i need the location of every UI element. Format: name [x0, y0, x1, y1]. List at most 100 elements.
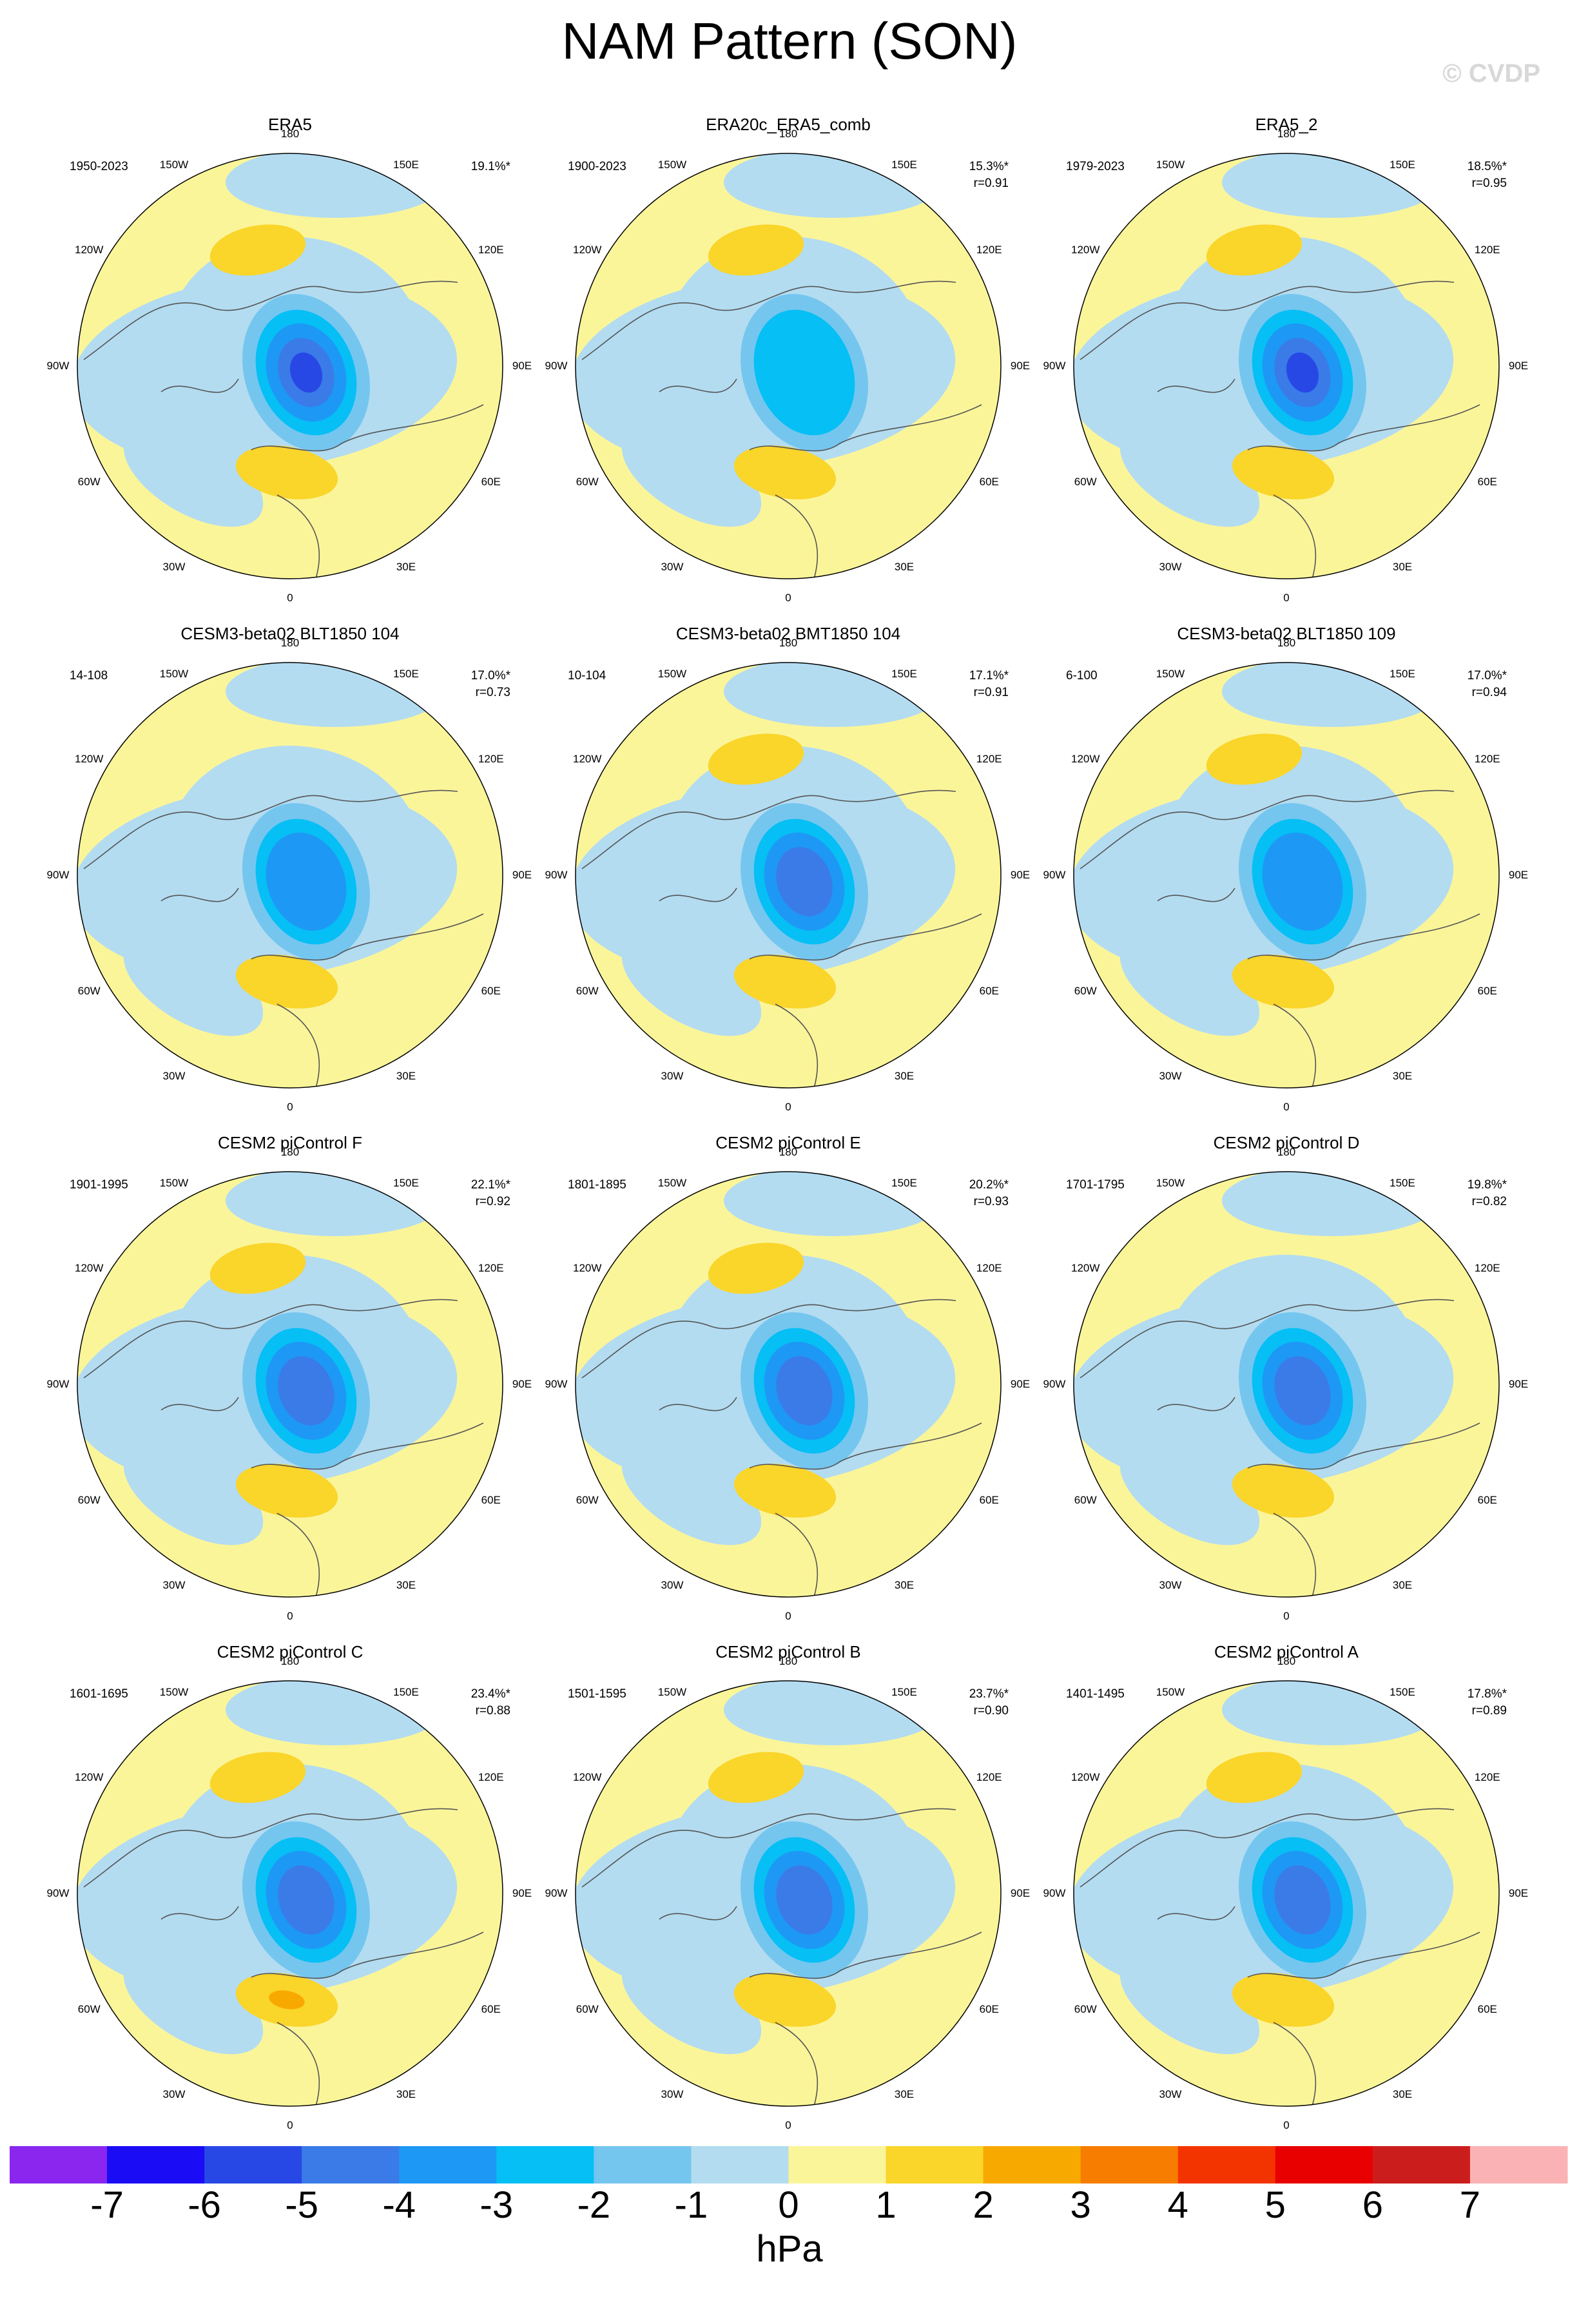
period-label: 1401-1495 — [1066, 1687, 1125, 1701]
coastline — [83, 1299, 484, 1597]
longitude-label: 90W — [545, 1378, 568, 1390]
map-panel: CESM2 piControl D 1701-1795 19.8%* r=0.82 18… — [1035, 1133, 1538, 1636]
longitude-label: 60W — [1074, 476, 1097, 488]
pattern-correlation: r=0.88 — [475, 1704, 510, 1718]
colorbar-tick-label: -6 — [188, 2184, 221, 2226]
negative-lobe — [1119, 933, 1260, 1036]
period-label: 1701-1795 — [1066, 1178, 1125, 1192]
coastline — [1080, 789, 1480, 1088]
map-panel: CESM2 piControl A 1401-1495 17.8%* r=0.89 18… — [1035, 1642, 1538, 2145]
map-boundary — [575, 153, 1002, 579]
longitude-label: 90W — [1043, 1378, 1066, 1390]
map-panel: CESM2 piControl F 1901-1995 22.1%* r=0.92 18… — [39, 1133, 541, 1636]
positive-pacific-center — [708, 1243, 804, 1294]
longitude-label: 60E — [481, 476, 501, 488]
variance-label: 23.7%* — [969, 1687, 1009, 1701]
longitude-label: 150W — [159, 159, 189, 171]
longitude-label: 180 — [280, 637, 300, 649]
longitude-label: 90W — [1043, 869, 1066, 881]
negative-lobe — [621, 1442, 762, 1545]
pattern-correlation: r=0.94 — [1471, 686, 1507, 699]
negative-lobe — [226, 1681, 445, 1745]
positive-atlantic-center — [1232, 1464, 1335, 1518]
coastline — [581, 1299, 982, 1597]
negative-core — [753, 309, 855, 436]
panel-title: ERA5_2 — [1255, 115, 1318, 134]
longitude-label: 120E — [976, 753, 1002, 765]
period-label: 1501-1595 — [568, 1687, 626, 1701]
longitude-label: 0 — [785, 1101, 791, 1113]
colorbar-tick-label: 7 — [1459, 2184, 1481, 2226]
positive-pacific-center — [209, 224, 306, 276]
longitude-label: 0 — [1283, 1101, 1290, 1113]
colorbar-tick-label: 1 — [875, 2184, 896, 2226]
negative-lobe — [621, 1951, 762, 2055]
longitude-label: 90E — [1010, 1378, 1031, 1390]
negative-lobe — [724, 663, 943, 727]
longitude-label: 90W — [46, 869, 70, 881]
longitude-label: 150W — [657, 1686, 687, 1699]
pattern-correlation: r=0.91 — [973, 686, 1009, 699]
pattern-correlation: r=0.73 — [475, 686, 510, 699]
negative-core — [278, 1356, 334, 1426]
pattern-correlation: r=0.90 — [973, 1704, 1009, 1718]
period-label: 10-104 — [568, 669, 606, 683]
pattern-correlation: r=0.92 — [475, 1195, 510, 1208]
longitude-label: 90W — [1043, 1887, 1066, 1899]
colorbar-swatch — [983, 2146, 1081, 2184]
panel-title: CESM3-beta02 BMT1850 104 — [675, 624, 901, 643]
longitude-label: 60E — [979, 985, 999, 997]
negative-lobe — [1119, 1951, 1260, 2055]
colorbar-tick-label: -5 — [285, 2184, 318, 2226]
main-title: NAM Pattern (SON) — [561, 12, 1018, 70]
coastline — [581, 1808, 982, 2106]
positive-atlantic-center — [733, 1464, 837, 1518]
negative-core — [289, 352, 323, 393]
panel-title: CESM2 piControl C — [217, 1642, 363, 1661]
positive-pacific-center — [1206, 733, 1303, 785]
longitude-label: 120W — [573, 1771, 602, 1783]
longitude-label: 180 — [779, 1146, 798, 1158]
longitude-label: 150W — [159, 668, 189, 681]
longitude-label: 60W — [77, 985, 101, 997]
period-label: 14-108 — [70, 669, 108, 683]
longitude-label: 0 — [287, 592, 293, 604]
longitude-label: 60W — [77, 476, 101, 488]
longitude-label: 180 — [1277, 637, 1296, 649]
pattern-correlation: r=0.93 — [973, 1195, 1009, 1208]
polar-map — [77, 1171, 503, 1598]
colorbar-swatch — [204, 2146, 302, 2184]
period-label: 1950-2023 — [70, 160, 128, 173]
longitude-label: 60W — [576, 985, 599, 997]
longitude-label: 90W — [46, 360, 70, 372]
longitude-label: 30W — [661, 560, 684, 573]
longitude-label: 120E — [1474, 1262, 1500, 1274]
map-panel: CESM2 piControl B 1501-1595 23.7%* r=0.90 18… — [537, 1642, 1040, 2145]
map-boundary — [77, 1171, 503, 1598]
panel-title: CESM2 piControl E — [715, 1133, 861, 1152]
longitude-label: 30E — [396, 2087, 416, 2100]
map-boundary — [575, 1680, 1002, 2107]
longitude-label: 30E — [1392, 560, 1413, 573]
map-boundary — [575, 662, 1002, 1089]
longitude-label: 60W — [1074, 2003, 1097, 2015]
longitude-label: 60E — [979, 476, 999, 488]
longitude-label: 180 — [280, 1655, 300, 1667]
longitude-label: 90E — [1010, 360, 1031, 372]
negative-lobe — [621, 424, 762, 527]
longitude-label: 30E — [396, 1069, 416, 1082]
longitude-label: 60W — [1074, 1494, 1097, 1506]
positive-pacific-center — [708, 1752, 804, 1803]
longitude-label: 90E — [1508, 1378, 1529, 1390]
negative-lobe — [226, 1172, 445, 1236]
longitude-label: 30W — [661, 2087, 684, 2100]
positive-pacific-center — [209, 1243, 306, 1294]
longitude-label: 120W — [573, 753, 602, 765]
negative-lobe — [621, 933, 762, 1036]
panel-title: ERA20c_ERA5_comb — [706, 115, 871, 134]
variance-label: 17.0%* — [470, 669, 510, 683]
positive-atlantic-center — [235, 1464, 338, 1518]
longitude-label: 90W — [46, 1378, 70, 1390]
longitude-label: 120E — [1474, 753, 1500, 765]
longitude-label: 120E — [976, 244, 1002, 256]
